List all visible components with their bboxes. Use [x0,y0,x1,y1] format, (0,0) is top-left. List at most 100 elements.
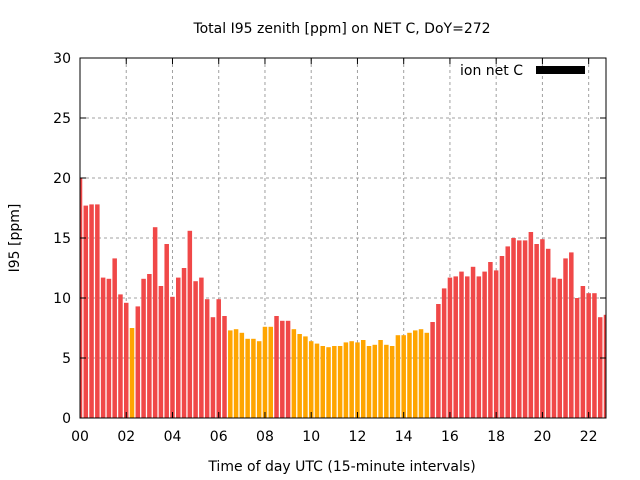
bar [303,336,308,418]
bar [228,330,233,418]
chart-title: Total I95 zenith [ppm] on NET C, DoY=272 [192,21,490,37]
bar [308,341,314,418]
x-tick-label: 02 [117,429,135,445]
bar [222,316,227,418]
bar [349,341,354,418]
bar [436,304,441,418]
bar [366,346,372,418]
bar [372,344,378,418]
bar [482,271,487,418]
x-tick-label: 08 [256,429,274,445]
bar [412,330,418,418]
bar [511,238,516,418]
bar [285,320,291,418]
bar [569,252,574,418]
bar [476,276,482,418]
bar [199,277,204,418]
bar [355,342,360,418]
bar [245,338,250,418]
bars [80,178,606,418]
x-tick-label: 16 [441,429,459,445]
bar [465,276,470,418]
bar [297,334,302,418]
bar [505,246,510,418]
bar [551,277,557,418]
bar [395,335,401,418]
bar [522,240,528,418]
bar [424,332,430,418]
x-tick-label: 18 [487,429,505,445]
bar [164,244,169,418]
x-axis-label: Time of day UTC (15-minute intervals) [207,459,475,475]
bar [123,302,129,418]
bar [401,335,406,418]
x-tick-label: 12 [349,429,367,445]
bar [470,266,476,418]
bar [106,278,112,418]
bar [384,344,389,418]
bar [343,342,349,418]
bar [89,204,94,418]
bar [268,326,274,418]
bar [326,347,331,418]
bar [158,286,164,418]
bar [337,346,343,418]
x-tick-label: 20 [534,429,552,445]
bar [100,277,106,418]
bar [557,278,563,418]
bar [95,204,100,418]
bar [216,299,221,418]
bar [418,329,424,418]
bar [176,277,181,418]
bar [314,343,320,418]
bar [453,276,458,418]
y-tick-label: 20 [53,171,71,187]
bar [193,281,198,418]
bar [147,274,152,418]
ticks: 0 5 10 15 20 25 30 00 02 04 06 08 10 12 14 16 18 20 22 [53,51,606,445]
bar [262,326,268,418]
bar [118,294,123,418]
y-tick-label: 10 [53,291,71,307]
bar [499,256,505,418]
x-tick-label: 00 [71,429,89,445]
bar [129,328,135,418]
bar [251,338,256,418]
y-tick-label: 5 [62,351,71,367]
bar [441,288,447,418]
bar [603,314,606,418]
x-tick-label: 10 [302,429,320,445]
y-axis-label: I95 [ppm] [7,204,23,273]
bar [447,277,453,418]
bar [152,227,158,418]
bar [112,258,117,418]
bar [574,298,580,418]
bar [233,329,239,418]
bar [239,332,245,418]
bar [170,296,175,418]
y-tick-label: 25 [53,111,71,127]
bar [528,232,534,418]
bar [545,248,551,418]
bar [181,268,187,418]
legend-label: ion net C [460,63,523,79]
legend: ion net C [460,63,585,79]
bar [204,299,210,418]
x-tick-label: 14 [395,429,413,445]
x-tick-label: 06 [210,429,228,445]
bar [580,286,586,418]
bar [291,329,297,418]
bar [407,332,412,418]
bar [210,317,216,418]
bar [540,239,545,418]
y-tick-label: 30 [53,51,71,67]
bar [517,240,522,418]
x-tick-label: 22 [580,429,598,445]
bar [141,278,146,418]
bar [280,320,285,418]
bar [586,293,591,418]
y-tick-label: 0 [62,411,71,427]
bar [256,341,262,418]
